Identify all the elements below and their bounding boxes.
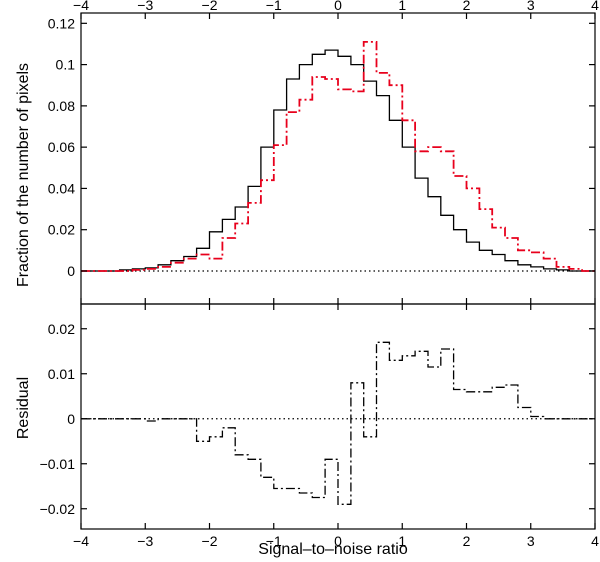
- y-tick-label: 0.06: [48, 139, 75, 155]
- y-tick-label: 0.1: [56, 57, 76, 73]
- x-tick-label: 4: [591, 533, 599, 549]
- x-tick-label: 2: [463, 533, 471, 549]
- x-tick-label: −2: [202, 533, 218, 549]
- x-tick-label-top: −2: [202, 0, 218, 13]
- y-tick-label: 0.04: [48, 180, 75, 196]
- series-line-observed: [81, 49, 595, 272]
- plot-frame: [80, 303, 596, 530]
- y-tick-label: −0.02: [40, 501, 76, 517]
- top-y-axis-title: Fraction of the number of pixels: [15, 63, 32, 287]
- y-tick-label: 0: [67, 411, 75, 427]
- top-panel: −4 −3 −2 −1 0 1 2 3 4 0 0.02 0.04 0.06 0.08 0.1 0.12: [48, 0, 599, 305]
- x-tick-label: 0: [334, 533, 342, 549]
- x-tick-label-top: −4: [73, 0, 89, 13]
- series-line-residual: [81, 341, 595, 505]
- x-tick-label-top: 1: [398, 0, 406, 13]
- x-tick-label: 1: [398, 533, 406, 549]
- x-tick-label-top: −3: [137, 0, 153, 13]
- bottom-panel: −4 −3 −2 −1 0 1 2 3 4 −0.02 −0.01 0 0.01 0.02: [40, 303, 599, 549]
- x-tick-label-top: 2: [463, 0, 471, 13]
- series-line-model: [81, 41, 595, 272]
- y-tick-label: −0.01: [40, 456, 76, 472]
- x-tick-label-top: −1: [266, 0, 282, 13]
- y-tick-label: 0: [67, 263, 75, 279]
- y-tick-label: 0.01: [48, 366, 75, 382]
- x-tick-label: −3: [137, 533, 153, 549]
- x-tick-label: −4: [73, 533, 89, 549]
- x-axis-title: Signal–to–noise ratio: [258, 541, 408, 558]
- y-tick-label: 0.02: [48, 222, 75, 238]
- x-tick-label: 3: [527, 533, 535, 549]
- y-tick-label: 0.08: [48, 98, 75, 114]
- x-tick-label-top: 3: [527, 0, 535, 13]
- bottom-y-axis-title: Residual: [15, 377, 32, 439]
- y-tick-label: 0.02: [48, 321, 75, 337]
- x-tick-label: −1: [266, 533, 282, 549]
- x-tick-label-top: 0: [334, 0, 342, 13]
- x-tick-label-top: 4: [591, 0, 599, 13]
- y-tick-label: 0.12: [48, 15, 75, 31]
